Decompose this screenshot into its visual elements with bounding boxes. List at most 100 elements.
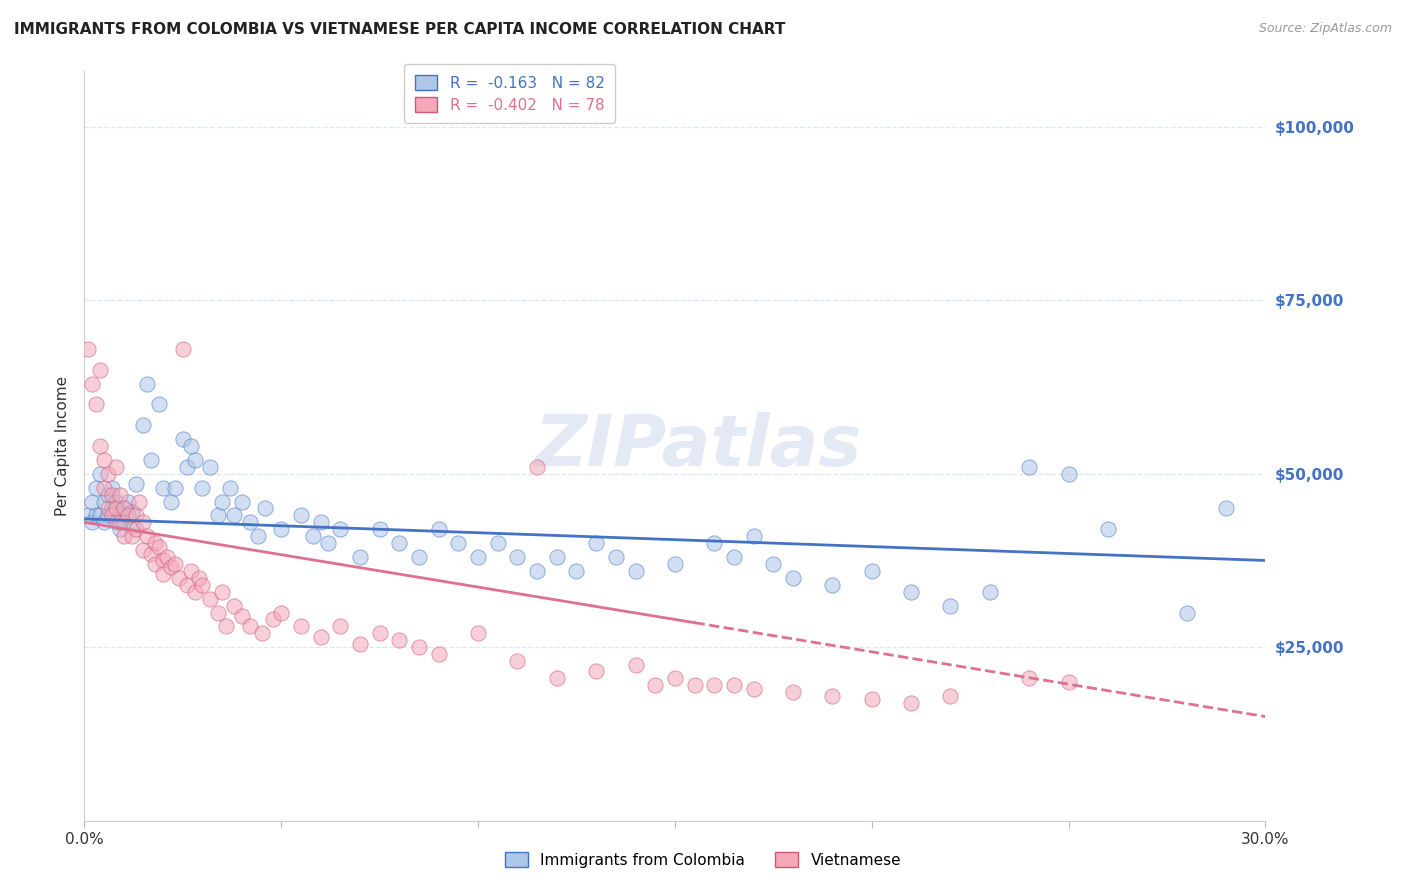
Point xyxy=(270,606,292,620)
Point xyxy=(664,672,686,686)
Point xyxy=(939,599,962,613)
Point xyxy=(141,547,163,561)
Point xyxy=(762,557,785,571)
Point xyxy=(152,481,174,495)
Point xyxy=(270,522,292,536)
Point xyxy=(1097,522,1119,536)
Point xyxy=(104,516,127,530)
Point xyxy=(124,522,146,536)
Point xyxy=(860,692,883,706)
Point xyxy=(143,536,166,550)
Point xyxy=(97,508,120,523)
Point xyxy=(77,508,100,523)
Point xyxy=(585,536,607,550)
Point xyxy=(231,494,253,508)
Point xyxy=(121,518,143,533)
Point xyxy=(318,536,340,550)
Point xyxy=(200,591,222,606)
Point xyxy=(108,522,131,536)
Point xyxy=(117,494,139,508)
Point xyxy=(427,647,450,661)
Point xyxy=(821,689,844,703)
Point xyxy=(93,516,115,530)
Point xyxy=(183,453,205,467)
Point xyxy=(368,626,391,640)
Point xyxy=(506,654,529,668)
Point xyxy=(211,494,233,508)
Point xyxy=(180,439,202,453)
Point xyxy=(89,362,111,376)
Point xyxy=(388,536,411,550)
Point xyxy=(1018,672,1040,686)
Point xyxy=(84,397,107,411)
Point xyxy=(89,508,111,523)
Point xyxy=(112,501,135,516)
Point xyxy=(782,571,804,585)
Point xyxy=(89,439,111,453)
Point xyxy=(101,481,124,495)
Point xyxy=(97,487,120,501)
Point xyxy=(703,536,725,550)
Point xyxy=(821,578,844,592)
Point xyxy=(163,557,186,571)
Point xyxy=(219,481,242,495)
Point xyxy=(136,529,159,543)
Point xyxy=(160,494,183,508)
Point xyxy=(262,612,284,626)
Point xyxy=(683,678,706,692)
Point xyxy=(624,657,647,672)
Point xyxy=(526,564,548,578)
Y-axis label: Per Capita Income: Per Capita Income xyxy=(55,376,70,516)
Point xyxy=(163,481,186,495)
Point xyxy=(101,501,124,516)
Point xyxy=(349,637,371,651)
Point xyxy=(124,508,146,523)
Point xyxy=(101,487,124,501)
Point xyxy=(176,459,198,474)
Point xyxy=(703,678,725,692)
Point xyxy=(176,578,198,592)
Point xyxy=(132,543,155,558)
Point xyxy=(585,665,607,679)
Point xyxy=(148,397,170,411)
Point xyxy=(172,432,194,446)
Point xyxy=(207,508,229,523)
Point xyxy=(104,494,127,508)
Point xyxy=(506,549,529,564)
Point xyxy=(112,501,135,516)
Point xyxy=(408,640,430,655)
Point xyxy=(486,536,509,550)
Point xyxy=(467,626,489,640)
Point xyxy=(121,505,143,519)
Point xyxy=(82,376,104,391)
Point xyxy=(723,549,745,564)
Point xyxy=(172,342,194,356)
Point xyxy=(101,508,124,523)
Point xyxy=(128,494,150,508)
Point xyxy=(222,508,245,523)
Point xyxy=(546,672,568,686)
Point xyxy=(167,571,190,585)
Point xyxy=(447,536,470,550)
Point xyxy=(97,501,120,516)
Text: Source: ZipAtlas.com: Source: ZipAtlas.com xyxy=(1258,22,1392,36)
Point xyxy=(104,501,127,516)
Point xyxy=(1057,674,1080,689)
Point xyxy=(1215,501,1237,516)
Point xyxy=(112,516,135,530)
Point xyxy=(89,467,111,481)
Point xyxy=(93,453,115,467)
Point xyxy=(132,516,155,530)
Point xyxy=(231,609,253,624)
Point xyxy=(93,494,115,508)
Point xyxy=(156,549,179,564)
Point xyxy=(200,459,222,474)
Point xyxy=(467,549,489,564)
Point xyxy=(546,549,568,564)
Point xyxy=(211,584,233,599)
Point xyxy=(183,584,205,599)
Point xyxy=(84,481,107,495)
Point xyxy=(565,564,588,578)
Point xyxy=(742,681,765,696)
Point xyxy=(124,477,146,491)
